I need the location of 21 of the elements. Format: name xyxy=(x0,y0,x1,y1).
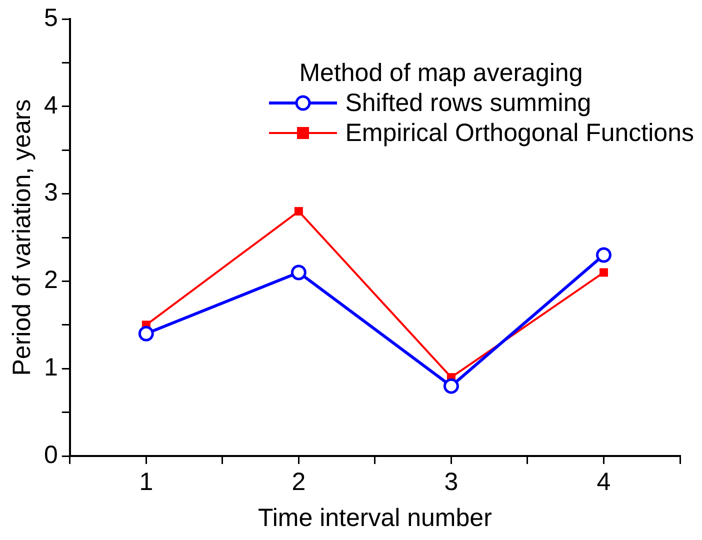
x-tick-label: 4 xyxy=(596,468,611,496)
legend-title: Method of map averaging xyxy=(298,58,584,88)
x-tick-label: 3 xyxy=(444,468,458,496)
y-tick-label: 1 xyxy=(44,353,58,382)
point xyxy=(443,378,459,394)
legend-label: Shifted rows summing xyxy=(345,88,592,118)
point xyxy=(138,326,154,342)
point xyxy=(599,268,608,277)
y-tick-label: 2 xyxy=(44,266,58,294)
y-tick-label: 3 xyxy=(44,178,58,207)
legend-label: Empirical Orthogonal Functions xyxy=(345,118,694,148)
y-tick-label: 0 xyxy=(44,440,58,469)
x-tick-label: 2 xyxy=(292,468,306,496)
point xyxy=(290,264,306,280)
y-tick-label: 4 xyxy=(44,91,58,120)
x-tick-label: 1 xyxy=(139,468,154,496)
y-tick-label: 5 xyxy=(44,4,58,32)
point xyxy=(294,207,303,216)
x-axis-title: Time interval number xyxy=(258,504,492,532)
point xyxy=(596,247,612,263)
y-axis-title: Period of variation, years xyxy=(8,99,36,376)
